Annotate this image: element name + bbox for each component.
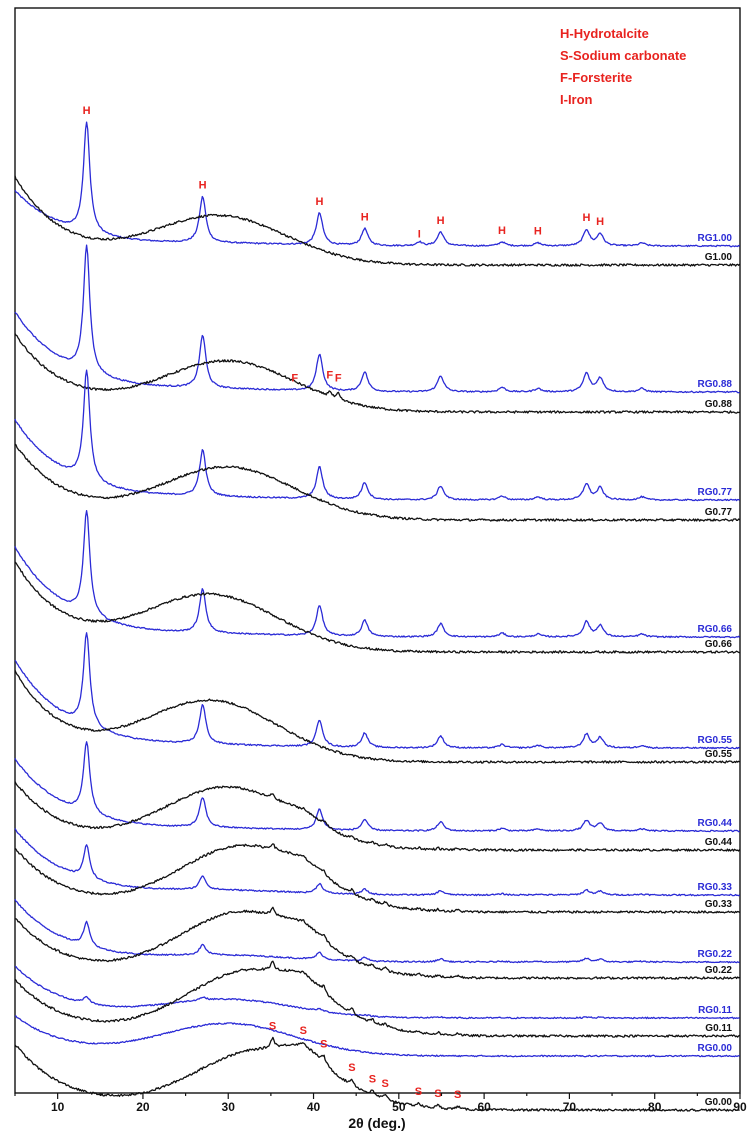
series-label-g0-22: G0.22 <box>705 965 733 976</box>
legend-entry: H-Hydrotalcite <box>560 26 649 41</box>
peak-annotation-h: H <box>582 212 590 224</box>
peak-annotation-h: H <box>316 196 324 208</box>
series-line-g0-77 <box>14 443 741 522</box>
peak-annotation-h: H <box>534 226 542 238</box>
plot-frame-layer <box>14 7 741 1094</box>
series-curves-layer <box>14 121 741 1112</box>
peak-annotation-s: S <box>320 1038 327 1050</box>
series-line-g0-88 <box>14 333 740 414</box>
series-label-rg0-22: RG0.22 <box>698 949 733 960</box>
series-line-rg0-44 <box>14 741 741 833</box>
series-label-rg0-44: RG0.44 <box>698 818 733 829</box>
series-line-rg0-66 <box>14 509 741 639</box>
series-label-g0-77: G0.77 <box>705 507 733 518</box>
series-line-rg0-00 <box>14 1015 740 1058</box>
legend-entry: S-Sodium carbonate <box>560 48 686 63</box>
x-tick-label: 40 <box>307 1100 321 1114</box>
peak-annotation-f: F <box>335 372 342 384</box>
series-line-rg0-55 <box>14 632 740 750</box>
plot-frame <box>14 7 741 1094</box>
series-line-g0-11 <box>14 960 741 1038</box>
series-label-g0-88: G0.88 <box>705 399 733 410</box>
peak-annotation-s: S <box>454 1089 461 1101</box>
series-label-rg0-66: RG0.66 <box>698 624 733 635</box>
series-line-g0-55 <box>14 670 740 764</box>
x-tick-label: 80 <box>648 1100 662 1114</box>
peak-annotation-s: S <box>434 1088 441 1100</box>
series-line-g0-00 <box>14 1036 740 1112</box>
peak-annotation-s: S <box>415 1086 422 1098</box>
series-label-g0-11: G0.11 <box>705 1023 732 1034</box>
series-line-g0-66 <box>14 561 740 654</box>
peak-annotation-h: H <box>83 105 91 117</box>
x-tick-label: 90 <box>733 1100 747 1114</box>
peak-annotation-h: H <box>199 180 207 192</box>
series-label-rg0-00: RG0.00 <box>698 1043 733 1054</box>
series-label-rg0-88: RG0.88 <box>698 379 733 390</box>
peak-annotation-f: F <box>291 372 298 384</box>
peak-annotation-s: S <box>269 1020 276 1032</box>
series-labels-layer: RG1.00 G1.00 RG0.88 G0.88 RG0.77 G0.77 RG0.66 G… <box>698 233 733 1108</box>
peak-annotation-h: H <box>361 211 369 223</box>
peak-annotation-s: S <box>348 1062 355 1074</box>
peak-annotation-h: H <box>437 215 445 227</box>
legend: H-Hydrotalcite S-Sodium carbonate F-Forste… <box>560 26 686 107</box>
legend-entry: F-Forsterite <box>560 70 632 85</box>
series-label-g0-44: G0.44 <box>705 837 733 848</box>
series-label-g0-55: G0.55 <box>705 749 733 760</box>
x-tick-label: 70 <box>563 1100 577 1114</box>
series-label-g0-33: G0.33 <box>705 899 733 910</box>
x-tick-label: 50 <box>392 1100 406 1114</box>
x-tick-label: 60 <box>477 1100 491 1114</box>
series-label-g0-00: G0.00 <box>705 1097 733 1108</box>
series-line-rg0-22 <box>14 898 740 964</box>
series-label-g1-00: G1.00 <box>705 252 733 263</box>
series-line-g0-44 <box>14 781 741 852</box>
series-line-rg0-77 <box>14 369 741 502</box>
series-line-g0-22 <box>14 906 740 980</box>
series-line-g0-33 <box>14 843 741 914</box>
peak-annotation-h: H <box>498 225 506 237</box>
series-line-rg0-88 <box>14 244 740 394</box>
series-label-rg0-11: RG0.11 <box>698 1005 732 1016</box>
series-line-rg1-00 <box>14 121 741 248</box>
peak-annotation-i: I <box>418 228 421 240</box>
x-tick-label: 30 <box>222 1100 236 1114</box>
peak-annotation-h: H <box>596 216 604 228</box>
series-line-rg0-11 <box>14 965 740 1020</box>
series-label-rg1-00: RG1.00 <box>698 233 733 244</box>
x-axis-title: 2θ (deg.) <box>348 1115 405 1131</box>
series-label-rg0-33: RG0.33 <box>698 882 733 893</box>
series-line-rg0-33 <box>14 828 741 897</box>
peak-annotation-f: F <box>326 369 333 381</box>
series-label-rg0-55: RG0.55 <box>698 735 733 746</box>
peak-annotation-s: S <box>382 1078 389 1090</box>
series-label-rg0-77: RG0.77 <box>698 487 733 498</box>
peak-annotation-s: S <box>369 1074 376 1086</box>
legend-entry: I-Iron <box>560 92 593 107</box>
x-axis: 10 20 30 40 50 60 70 80 90 <box>14 1093 747 1114</box>
series-line-g1-00 <box>14 175 741 267</box>
series-label-g0-66: G0.66 <box>705 639 733 650</box>
x-tick-label: 10 <box>51 1100 65 1114</box>
peak-annotation-s: S <box>300 1025 307 1037</box>
x-tick-label: 20 <box>136 1100 150 1114</box>
